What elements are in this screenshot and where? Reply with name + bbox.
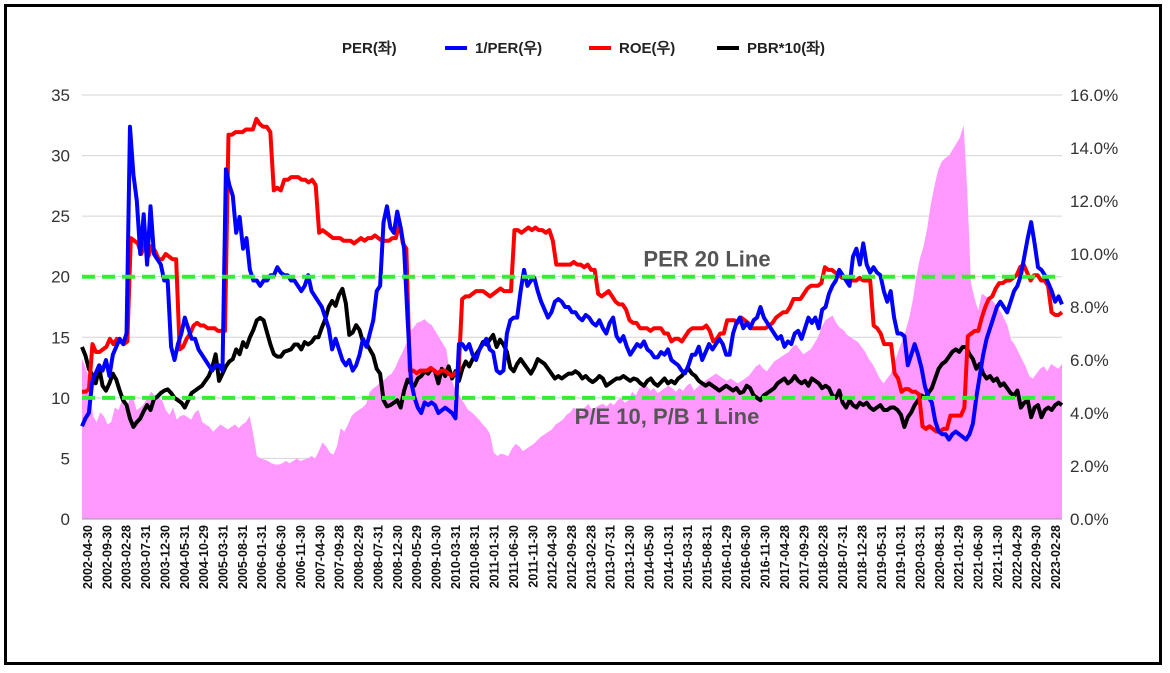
x-tick-label: 2011-06-30	[507, 525, 521, 588]
x-tick-label: 2021-01-29	[952, 525, 966, 589]
x-tick-label: 2002-04-30	[81, 525, 95, 589]
reference-line-label: P/E 10, P/B 1 Line	[575, 404, 760, 429]
x-tick-label: 2009-05-29	[410, 525, 424, 589]
y-right-tick-label: 16.0%	[1070, 86, 1118, 105]
x-tick-label: 2007-04-30	[313, 525, 327, 589]
y-left-tick-label: 35	[51, 86, 70, 105]
series-per-area	[82, 125, 1062, 519]
x-tick-label: 2022-09-30	[1030, 525, 1044, 589]
x-tick-label: 2018-02-28	[817, 525, 831, 589]
x-tick-label: 2010-03-31	[449, 525, 463, 589]
x-tick-label: 2002-09-30	[100, 525, 114, 589]
y-left-tick-label: 5	[61, 449, 70, 468]
y-right-tick-label: 6.0%	[1070, 351, 1109, 370]
legend-entry: ROE(우)	[619, 40, 675, 57]
y-left-tick-label: 10	[51, 389, 70, 408]
y-left-tick-label: 20	[51, 268, 70, 287]
x-tick-label: 2022-04-29	[1010, 525, 1024, 589]
x-tick-label: 2016-11-30	[759, 525, 773, 588]
x-tick-label: 2023-02-28	[1049, 525, 1063, 589]
x-tick-label: 2020-08-31	[933, 525, 947, 589]
x-tick-label: 2004-10-29	[197, 525, 211, 589]
y-left-tick-label: 15	[51, 328, 70, 347]
x-tick-label: 2013-07-31	[604, 525, 618, 589]
chart-svg: PER 20 Line P/E 10, P/B 1 Line 0 5 10 15 20 25…	[51, 40, 1118, 589]
x-tick-label: 2019-10-31	[894, 525, 908, 589]
x-tick-label: 2013-12-30	[623, 525, 637, 589]
y-right-tick-label: 12.0%	[1070, 192, 1118, 211]
x-tick-label: 2015-08-31	[701, 525, 715, 589]
reference-line-label: PER 20 Line	[643, 247, 770, 272]
x-tick-label: 2016-06-30	[739, 525, 753, 589]
x-tick-label: 2008-02-29	[352, 525, 366, 589]
y-right-tick-label: 2.0%	[1070, 457, 1109, 476]
y-left-tick-label: 25	[51, 207, 70, 226]
y-right-tick-label: 14.0%	[1070, 139, 1118, 158]
x-tick-label: 2018-12-28	[855, 525, 869, 589]
x-tick-label: 2003-02-28	[120, 525, 134, 589]
x-tick-label: 2005-03-31	[217, 525, 231, 589]
legend-entry: 1/PER(우)	[475, 40, 542, 57]
x-tick-label: 2010-08-31	[468, 525, 482, 589]
x-tick-label: 2021-06-30	[972, 525, 986, 589]
x-tick-label: 2008-12-30	[391, 525, 405, 589]
x-tick-label: 2006-01-31	[255, 525, 269, 589]
y-right-tick-label: 4.0%	[1070, 404, 1109, 423]
y-left-tick-label: 30	[51, 147, 70, 166]
x-tick-label: 2012-04-30	[546, 525, 560, 589]
chart-frame: PER 20 Line P/E 10, P/B 1 Line 0 5 10 15 20 25…	[4, 4, 1162, 665]
x-tick-label: 2003-07-31	[139, 525, 153, 589]
series-pbr-10-line	[80, 286, 1064, 429]
x-tick-label: 2011-11-30	[526, 525, 540, 588]
y-right-tick-label: 0.0%	[1070, 510, 1109, 529]
x-tick-label: 2006-11-30	[294, 525, 308, 588]
x-tick-label: 2019-05-31	[875, 525, 889, 589]
x-tick-label: 2018-07-31	[836, 525, 850, 589]
x-tick-label: 2012-09-28	[565, 525, 579, 589]
x-tick-label: 2007-09-28	[333, 525, 347, 589]
x-tick-label: 2016-01-29	[720, 525, 734, 589]
x-tick-label: 2005-08-31	[236, 525, 250, 589]
x-tick-label: 2014-05-30	[642, 525, 656, 589]
x-tick-label: 2008-07-31	[371, 525, 385, 589]
x-tick-label: 2017-09-29	[797, 525, 811, 589]
x-tick-label: 2003-12-30	[158, 525, 172, 589]
x-tick-label: 2014-10-31	[662, 525, 676, 589]
y-right-tick-label: 10.0%	[1070, 245, 1118, 264]
x-tick-label: 2004-05-31	[178, 525, 192, 589]
y-left-tick-label: 0	[61, 510, 70, 529]
x-tick-label: 2020-03-31	[913, 525, 927, 589]
x-tick-label: 2006-06-30	[275, 525, 289, 589]
y-right-tick-label: 8.0%	[1070, 298, 1109, 317]
x-tick-label: 2013-02-28	[584, 525, 598, 589]
series-1-per-line	[80, 124, 1064, 442]
x-tick-label: 2017-04-28	[778, 525, 792, 589]
legend-entry: PER(좌)	[342, 40, 397, 57]
x-tick-label: 2009-10-30	[429, 525, 443, 589]
x-tick-label: 2021-11-30	[991, 525, 1005, 588]
series-roe-line	[82, 116, 1064, 434]
legend-entry: PBR*10(좌)	[747, 40, 825, 57]
x-tick-label: 2011-01-31	[488, 525, 502, 588]
x-tick-label: 2015-03-31	[681, 525, 695, 589]
